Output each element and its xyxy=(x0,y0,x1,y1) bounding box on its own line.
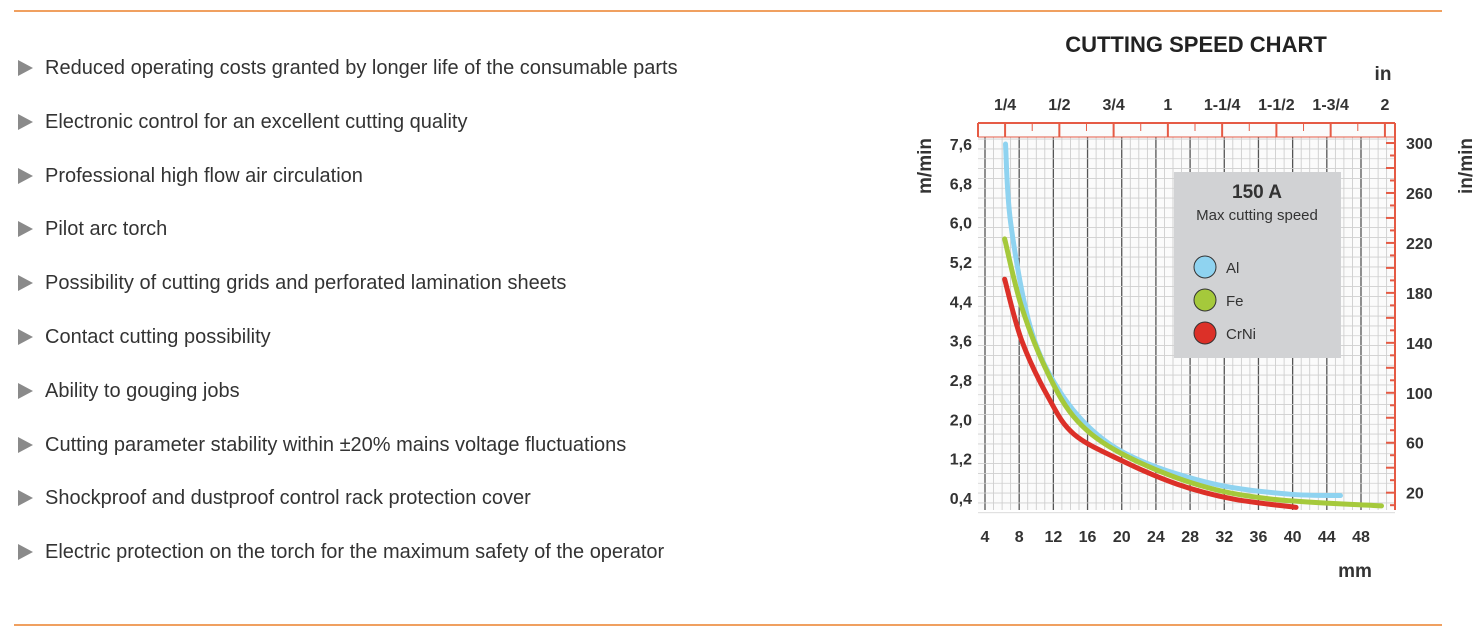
y2-tick-label: 220 xyxy=(1406,236,1433,253)
y-tick-label: 6,8 xyxy=(950,176,972,193)
x2-tick-label: 1-3/4 xyxy=(1312,97,1349,114)
x-tick-label: 40 xyxy=(1284,529,1302,546)
legend-marker-al xyxy=(1193,255,1217,279)
x2-tick-label: 1/4 xyxy=(994,97,1016,114)
feature-item: Electronic control for an excellent cutt… xyxy=(18,108,678,162)
y2-tick-label: 20 xyxy=(1406,486,1424,503)
triangle-bullet-icon xyxy=(18,328,33,345)
y2-tick-label: 100 xyxy=(1406,386,1433,403)
x2-tick-label: 1-1/4 xyxy=(1204,97,1241,114)
feature-text: Electronic control for an excellent cutt… xyxy=(45,110,468,133)
feature-text: Professional high flow air circulation xyxy=(45,164,363,187)
feature-item: Possibility of cutting grids and perfora… xyxy=(18,269,678,323)
x-tick-label: 4 xyxy=(981,529,990,546)
feature-item: Shockproof and dustproof control rack pr… xyxy=(18,484,678,538)
legend-marker-crni xyxy=(1193,321,1217,345)
y2-axis-label: in/min xyxy=(1456,138,1477,194)
feature-text: Shockproof and dustproof control rack pr… xyxy=(45,487,531,510)
y-tick-label: 5,2 xyxy=(950,255,972,272)
feature-text: Cutting parameter stability within ±20% … xyxy=(45,433,627,456)
feature-text: Possibility of cutting grids and perfora… xyxy=(45,272,567,295)
bottom-rule xyxy=(14,624,1442,626)
y2-tick-label: 60 xyxy=(1406,436,1424,453)
triangle-bullet-icon xyxy=(18,436,33,453)
feature-item: Professional high flow air circulation xyxy=(18,162,678,216)
x2-tick-label: 1-1/2 xyxy=(1258,97,1295,114)
y2-tick-label: 140 xyxy=(1406,336,1433,353)
x-tick-label: 28 xyxy=(1181,529,1199,546)
triangle-bullet-icon xyxy=(18,60,33,76)
feature-item: Ability to gouging jobs xyxy=(18,377,678,431)
y-tick-label: 3,6 xyxy=(950,334,972,351)
feature-text: Pilot arc torch xyxy=(45,218,168,241)
x2-tick-label: 2 xyxy=(1380,97,1389,114)
triangle-bullet-icon xyxy=(18,544,33,561)
x-tick-label: 16 xyxy=(1079,529,1097,546)
y2-tick-label: 300 xyxy=(1406,136,1433,153)
x2-tick-label: 1/2 xyxy=(1048,97,1070,114)
series-line-fe xyxy=(1002,236,1385,509)
feature-item: Electric protection on the torch for the… xyxy=(18,538,678,592)
x2-tick-label: 3/4 xyxy=(1102,97,1124,114)
triangle-bullet-icon xyxy=(18,167,33,184)
x-axis-label: mm xyxy=(1338,561,1372,582)
x2-axis-label: in xyxy=(1375,64,1392,85)
x-tick-label: 48 xyxy=(1352,529,1370,546)
x-tick-label: 24 xyxy=(1147,529,1165,546)
feature-item: Reduced operating costs granted by longe… xyxy=(18,54,678,108)
x-tick-label: 44 xyxy=(1318,529,1336,546)
y-tick-label: 1,2 xyxy=(950,452,972,469)
x-tick-label: 12 xyxy=(1044,529,1062,546)
feature-item: Pilot arc torch xyxy=(18,215,678,269)
y2-tick-label: 180 xyxy=(1406,286,1433,303)
triangle-bullet-icon xyxy=(18,275,33,292)
y-tick-label: 2,0 xyxy=(950,412,972,429)
legend-label: Al xyxy=(1226,260,1239,277)
legend-title: 150 A xyxy=(1232,182,1282,203)
series-line-al xyxy=(1003,141,1343,499)
triangle-bullet-icon xyxy=(18,490,33,507)
x-tick-label: 32 xyxy=(1215,529,1233,546)
feature-text: Contact cutting possibility xyxy=(45,325,271,348)
y2-tick-label: 260 xyxy=(1406,186,1433,203)
x-tick-label: 36 xyxy=(1250,529,1268,546)
feature-item: Contact cutting possibility xyxy=(18,323,678,377)
y-tick-label: 0,4 xyxy=(950,491,972,508)
legend-label: CrNi xyxy=(1226,326,1256,343)
triangle-bullet-icon xyxy=(18,382,33,399)
y-tick-label: 2,8 xyxy=(950,373,972,390)
chart-title: CUTTING SPEED CHART xyxy=(1065,32,1327,57)
legend-marker-fe xyxy=(1193,288,1217,312)
legend-label: Fe xyxy=(1226,293,1244,310)
series-line-crni xyxy=(1002,276,1299,510)
y-tick-label: 6,0 xyxy=(950,216,972,233)
x-tick-label: 8 xyxy=(1015,529,1024,546)
y-axis-label: m/min xyxy=(915,138,936,194)
legend-subtitle: Max cutting speed xyxy=(1196,207,1318,224)
feature-text: Electric protection on the torch for the… xyxy=(45,541,665,564)
triangle-bullet-icon xyxy=(18,113,33,130)
y-tick-label: 4,4 xyxy=(950,294,972,311)
x2-tick-label: 1 xyxy=(1163,97,1172,114)
y-tick-label: 7,6 xyxy=(950,137,972,154)
top-rule xyxy=(14,10,1442,12)
triangle-bullet-icon xyxy=(18,221,33,238)
feature-text: Ability to gouging jobs xyxy=(45,379,240,402)
x-tick-label: 20 xyxy=(1113,529,1131,546)
feature-text: Reduced operating costs granted by longe… xyxy=(45,57,678,79)
feature-item: Cutting parameter stability within ±20% … xyxy=(18,431,678,485)
feature-list: Reduced operating costs granted by longe… xyxy=(18,54,678,592)
